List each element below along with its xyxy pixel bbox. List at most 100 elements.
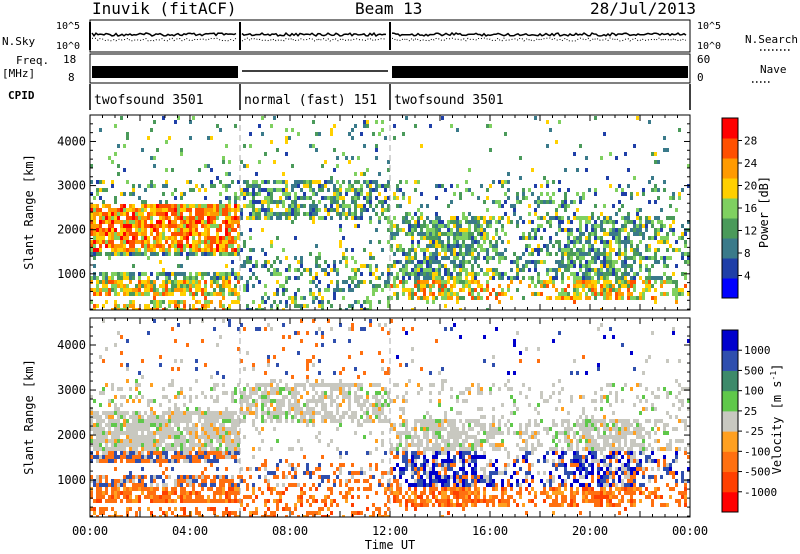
echo-cell <box>210 459 213 463</box>
echo-cell <box>384 471 387 475</box>
echo-cell <box>453 264 456 268</box>
echo-cell <box>135 284 138 288</box>
echo-cell <box>363 371 366 375</box>
echo-cell <box>216 236 219 240</box>
echo-cell <box>603 248 606 252</box>
echo-cell <box>477 216 480 220</box>
echo-cell <box>288 204 291 208</box>
echo-cell <box>354 268 357 272</box>
echo-cell <box>324 260 327 264</box>
echo-cell <box>615 232 618 236</box>
echo-cell <box>180 475 183 479</box>
echo-cell <box>543 176 546 180</box>
echo-cell <box>141 459 144 463</box>
echo-cell <box>285 304 288 308</box>
echo-cell <box>186 232 189 236</box>
echo-cell <box>225 196 228 200</box>
echo-cell <box>228 240 231 244</box>
echo-cell <box>315 260 318 264</box>
echo-cell <box>267 260 270 264</box>
echo-cell <box>168 411 171 415</box>
echo-cell <box>474 272 477 276</box>
echo-cell <box>189 419 192 423</box>
echo-cell <box>243 264 246 268</box>
echo-cell <box>636 216 639 220</box>
echo-cell <box>114 200 117 204</box>
echo-cell <box>402 423 405 427</box>
echo-cell <box>501 288 504 292</box>
echo-cell <box>573 260 576 264</box>
echo-cell <box>576 236 579 240</box>
echo-cell <box>171 499 174 503</box>
echo-cell <box>534 268 537 272</box>
echo-cell <box>330 391 333 395</box>
echo-cell <box>480 284 483 288</box>
echo-cell <box>324 395 327 399</box>
echo-cell <box>441 248 444 252</box>
echo-cell <box>498 284 501 288</box>
echo-cell <box>354 188 357 192</box>
echo-cell <box>186 208 189 212</box>
echo-cell <box>180 300 183 304</box>
echo-cell <box>102 435 105 439</box>
echo-cell <box>639 268 642 272</box>
echo-cell <box>252 411 255 415</box>
echo-cell <box>168 244 171 248</box>
echo-cell <box>534 264 537 268</box>
echo-cell <box>96 192 99 196</box>
echo-cell <box>456 244 459 248</box>
echo-cell <box>183 435 186 439</box>
echo-cell <box>123 236 126 240</box>
echo-cell <box>360 423 363 427</box>
echo-cell <box>450 276 453 280</box>
echo-cell <box>654 300 657 304</box>
echo-cell <box>294 467 297 471</box>
echo-cell <box>294 391 297 395</box>
echo-cell <box>255 387 258 391</box>
echo-cell <box>384 503 387 507</box>
echo-cell <box>528 212 531 216</box>
echo-cell <box>519 200 522 204</box>
echo-cell <box>336 156 339 160</box>
echo-cell <box>450 260 453 264</box>
echo-cell <box>270 200 273 204</box>
echo-cell <box>474 280 477 284</box>
echo-cell <box>471 296 474 300</box>
echo-cell <box>300 407 303 411</box>
echo-cell <box>231 419 234 423</box>
echo-cell <box>609 248 612 252</box>
echo-cell <box>426 272 429 276</box>
echo-cell <box>459 236 462 240</box>
echo-cell <box>609 152 612 156</box>
echo-cell <box>156 459 159 463</box>
echo-cell <box>450 228 453 232</box>
echo-cell <box>123 252 126 256</box>
echo-cell <box>399 244 402 248</box>
echo-cell <box>300 256 303 260</box>
echo-cell <box>93 220 96 224</box>
echo-cell <box>93 483 96 487</box>
echo-cell <box>126 252 129 256</box>
echo-cell <box>186 411 189 415</box>
echo-cell <box>96 451 99 455</box>
echo-cell <box>306 467 309 471</box>
echo-cell <box>369 451 372 455</box>
echo-cell <box>186 479 189 483</box>
echo-cell <box>360 280 363 284</box>
echo-cell <box>363 196 366 200</box>
echo-cell <box>147 507 150 511</box>
echo-cell <box>207 228 210 232</box>
echo-cell <box>297 403 300 407</box>
echo-cell <box>126 232 129 236</box>
echo-cell <box>207 208 210 212</box>
echo-cell <box>300 499 303 503</box>
echo-cell <box>162 184 165 188</box>
echo-cell <box>549 128 552 132</box>
echo-cell <box>174 499 177 503</box>
echo-cell <box>207 455 210 459</box>
echo-cell <box>105 423 108 427</box>
echo-cell <box>126 507 129 511</box>
echo-cell <box>255 511 258 515</box>
echo-cell <box>135 288 138 292</box>
echo-cell <box>180 391 183 395</box>
